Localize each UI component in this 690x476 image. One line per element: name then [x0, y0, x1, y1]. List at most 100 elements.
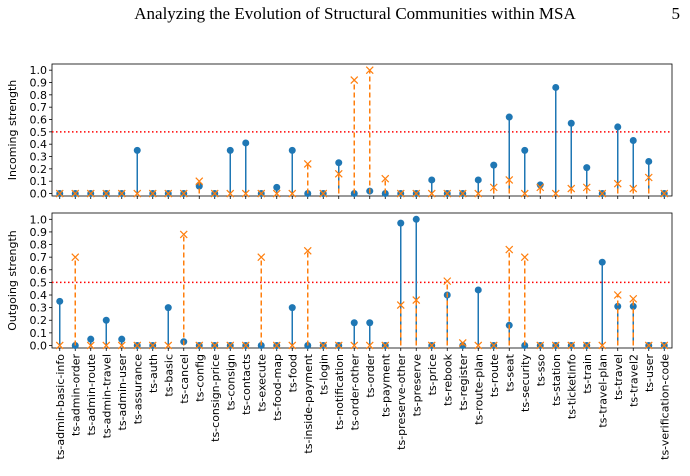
stem-marker	[257, 189, 266, 198]
y-tick-label: 0.4	[30, 289, 48, 302]
x-tick-label: ts-station	[550, 354, 563, 406]
stem-marker	[241, 189, 250, 198]
stem-marker	[272, 341, 281, 350]
page-title: Analyzing the Evolution of Structural Co…	[134, 4, 576, 23]
x-tick-label: ts-inside-payment	[302, 353, 315, 453]
stem-marker	[397, 219, 405, 227]
y-tick-label: 0.3	[30, 151, 48, 164]
x-tick-label: ts-cancel	[178, 354, 191, 404]
stem-marker	[365, 66, 374, 75]
stem-marker	[226, 146, 234, 154]
stem-marker	[334, 341, 343, 350]
stem-marker	[210, 189, 219, 198]
stem-marker	[366, 319, 374, 327]
x-tick-label: ts-admin-travel	[100, 354, 113, 438]
stem-marker	[614, 302, 622, 310]
stem-marker	[660, 341, 669, 350]
stem-marker	[164, 304, 172, 312]
stem-marker	[365, 341, 374, 350]
x-tick-label: ts-user	[643, 354, 656, 392]
y-tick-label: 0.4	[30, 138, 48, 151]
stem-marker	[412, 189, 421, 198]
stem-marker	[288, 189, 297, 198]
x-tick-label: ts-admin-route	[85, 354, 98, 436]
stem-marker	[226, 189, 235, 198]
stem-marker	[505, 245, 514, 254]
stem-marker	[241, 341, 250, 350]
stem-marker	[381, 341, 390, 350]
stem-marker	[629, 136, 637, 144]
x-tick-label: ts-contacts	[240, 354, 253, 415]
x-tick-label: ts-auth	[147, 354, 160, 393]
stem-marker	[613, 291, 622, 299]
stem-marker	[458, 339, 467, 347]
y-axis-label: Incoming strength	[6, 80, 19, 181]
stem-marker	[645, 157, 653, 165]
y-tick-label: 0.2	[30, 163, 48, 176]
stem-marker	[521, 146, 529, 154]
y-tick-label: 0.1	[30, 327, 48, 340]
stem-marker	[179, 230, 188, 239]
x-tick-label: ts-food	[286, 354, 299, 392]
stem-marker	[505, 176, 514, 184]
y-tick-label: 0.9	[30, 226, 48, 239]
stem-marker	[303, 246, 312, 255]
x-tick-label: ts-admin-basic-info	[54, 354, 67, 460]
stem-marker	[195, 177, 204, 186]
stem-marker	[490, 161, 498, 169]
x-tick-label: ts-notification	[333, 354, 346, 430]
stem-marker	[87, 335, 95, 343]
x-tick-label: ts-seat	[503, 353, 516, 391]
stem-marker	[613, 179, 622, 188]
stem-marker	[350, 341, 359, 350]
stem-marker	[102, 341, 111, 350]
stem-marker	[583, 164, 591, 172]
stem-marker	[195, 182, 203, 190]
x-tick-label: ts-sso	[534, 354, 547, 386]
x-tick-label: ts-execute	[255, 354, 268, 412]
stem-marker	[303, 160, 312, 168]
stem-marker	[148, 189, 157, 198]
x-tick-label: ts-verification-code	[658, 354, 671, 460]
stem-marker	[102, 316, 110, 324]
stem-marker	[133, 341, 142, 350]
stem-marker	[551, 189, 560, 198]
stem-marker	[164, 189, 173, 198]
y-tick-label: 0.6	[30, 264, 48, 277]
stem-marker	[536, 341, 545, 350]
stem-marker	[536, 183, 545, 192]
stem-marker	[412, 215, 420, 223]
stem-marker	[288, 341, 297, 350]
stem-marker	[102, 189, 111, 198]
stem-marker	[86, 189, 95, 198]
stem-marker	[319, 189, 328, 198]
stem-marker	[226, 341, 235, 350]
stem-marker	[350, 319, 358, 327]
stem-marker	[288, 304, 296, 312]
stem-marker	[396, 301, 405, 310]
y-tick-label: 1.0	[30, 213, 48, 226]
stem-marker	[381, 174, 390, 183]
x-tick-label: ts-travel	[612, 354, 625, 400]
stem-marker	[288, 146, 296, 154]
y-tick-label: 0.7	[30, 101, 48, 114]
stem-marker	[644, 341, 653, 350]
x-tick-label: ts-payment	[379, 353, 392, 417]
stem-marker	[164, 341, 173, 350]
stem-marker	[133, 146, 141, 154]
y-tick-label: 0.0	[30, 339, 48, 352]
stem-marker	[396, 189, 405, 198]
x-tick-label: ts-security	[519, 354, 532, 412]
x-tick-label: ts-admin-user	[116, 354, 129, 431]
y-tick-label: 0.8	[30, 89, 48, 102]
stem-marker	[567, 341, 576, 350]
stem-marker	[582, 341, 591, 350]
stem-marker	[86, 341, 95, 350]
x-tick-label: ts-register	[457, 354, 470, 411]
x-tick-label: ts-order	[364, 354, 377, 398]
stem-marker	[335, 159, 343, 167]
x-tick-label: ts-login	[317, 354, 330, 395]
stem-marker	[148, 341, 157, 350]
stem-marker	[489, 183, 498, 192]
